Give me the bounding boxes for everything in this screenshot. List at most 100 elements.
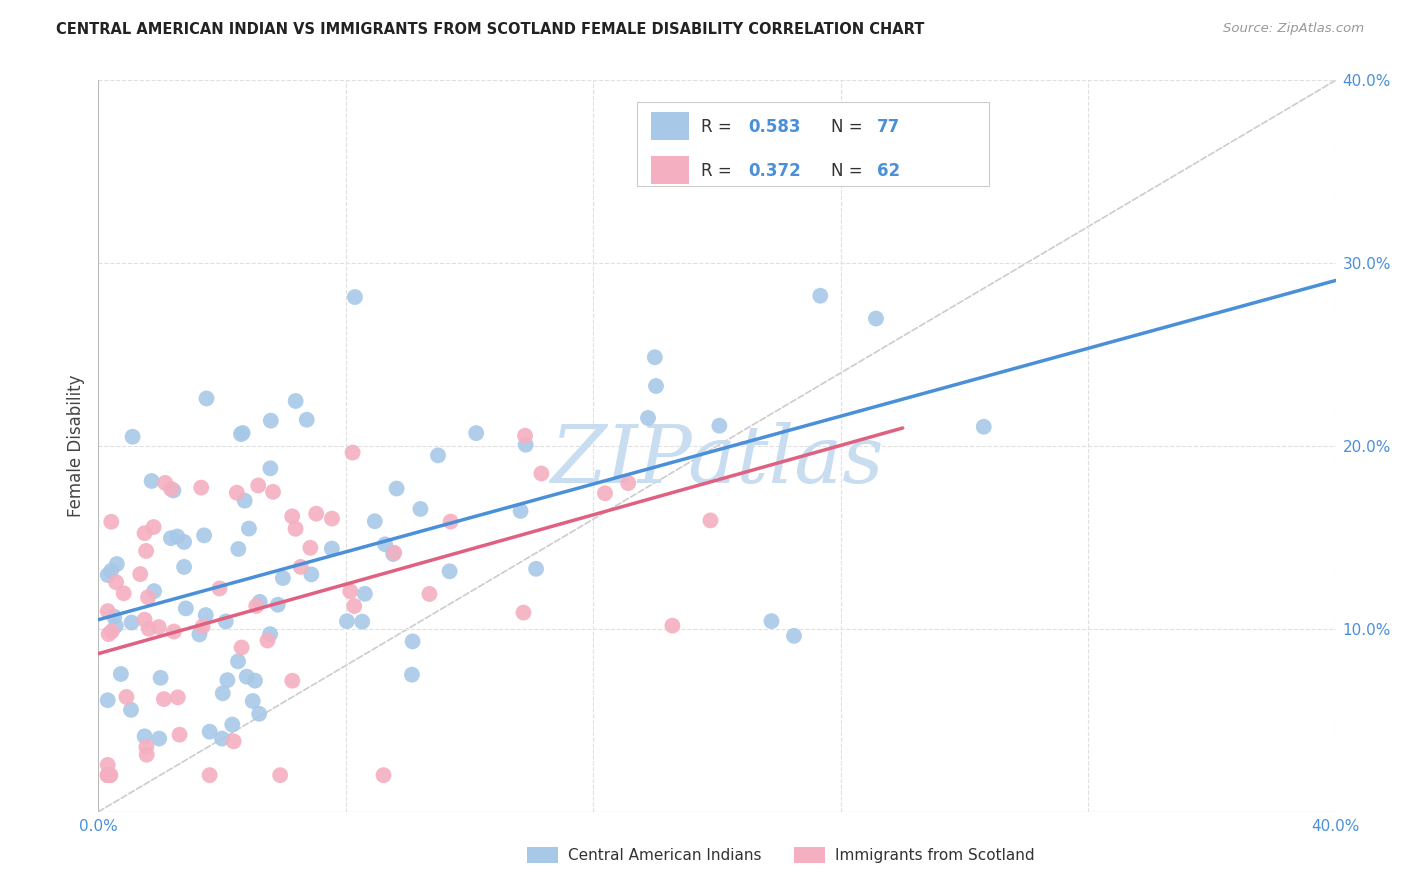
Point (352, 615, 374, 629)
Point (637, 411, 659, 425)
Point (105, 575, 128, 590)
Point (121, 430, 143, 444)
Point (524, 562, 547, 576)
Point (427, 449, 450, 463)
Point (104, 619, 127, 633)
Point (173, 560, 195, 574)
Point (465, 426, 488, 441)
Point (343, 290, 366, 304)
Text: 62: 62 (877, 162, 900, 180)
Point (198, 724, 221, 739)
Point (208, 582, 231, 596)
Point (135, 544, 157, 558)
Point (267, 598, 290, 612)
Point (97, 768, 120, 782)
Point (233, 493, 256, 508)
Point (235, 670, 257, 684)
Point (321, 541, 343, 556)
Point (513, 428, 536, 442)
Point (221, 717, 243, 731)
Point (644, 350, 666, 364)
Point (385, 482, 408, 496)
Point (374, 537, 396, 551)
Point (259, 627, 281, 641)
Point (245, 599, 267, 613)
Point (153, 692, 176, 706)
Point (299, 541, 322, 555)
Text: R =: R = (702, 162, 737, 180)
Point (281, 673, 304, 688)
Point (409, 502, 432, 516)
Point (530, 467, 553, 481)
Point (260, 414, 283, 428)
Point (112, 586, 135, 600)
Point (343, 599, 366, 613)
Text: 77: 77 (877, 119, 900, 136)
FancyBboxPatch shape (637, 103, 990, 186)
Point (364, 514, 387, 528)
Point (134, 613, 156, 627)
Point (194, 608, 217, 623)
Point (336, 614, 359, 628)
Point (284, 522, 307, 536)
Point (148, 620, 170, 634)
Text: N =: N = (831, 162, 868, 180)
Point (211, 686, 233, 700)
Point (709, 418, 731, 433)
Point (593, 486, 616, 500)
Point (193, 528, 215, 542)
Point (225, 485, 247, 500)
Point (281, 509, 304, 524)
Point (401, 667, 423, 681)
Point (100, 564, 122, 578)
Point (382, 546, 405, 560)
Point (105, 557, 128, 571)
Point (121, 615, 143, 630)
Point (509, 504, 531, 518)
Point (188, 627, 211, 641)
Point (120, 703, 142, 717)
Point (249, 595, 271, 609)
Point (259, 461, 281, 475)
Point (382, 547, 405, 561)
Point (134, 526, 156, 541)
Point (232, 425, 254, 440)
Point (217, 673, 239, 687)
Point (401, 634, 423, 648)
Point (783, 629, 806, 643)
Point (173, 535, 195, 549)
Point (166, 690, 188, 705)
Bar (651, 112, 689, 140)
Point (808, 289, 831, 303)
Point (211, 731, 233, 746)
Point (100, 768, 122, 782)
Point (305, 507, 328, 521)
Point (198, 768, 221, 782)
Point (299, 567, 322, 582)
Point (138, 622, 160, 636)
Point (262, 484, 284, 499)
Point (97, 768, 120, 782)
Point (247, 706, 270, 721)
Point (229, 427, 252, 442)
Text: 0.372: 0.372 (748, 162, 801, 180)
Point (103, 609, 125, 624)
Point (97, 568, 120, 582)
Point (142, 520, 165, 534)
Point (135, 747, 157, 762)
Point (148, 731, 170, 746)
Text: CENTRAL AMERICAN INDIAN VS IMMIGRANTS FROM SCOTLAND FEMALE DISABILITY CORRELATIO: CENTRAL AMERICAN INDIAN VS IMMIGRANTS FR… (56, 22, 925, 37)
Point (163, 624, 186, 639)
Text: Central American Indians: Central American Indians (568, 848, 762, 863)
Point (269, 768, 291, 782)
Point (973, 419, 995, 434)
Point (149, 671, 172, 685)
Point (174, 601, 197, 615)
Point (439, 564, 461, 578)
Point (153, 475, 176, 490)
Point (699, 513, 721, 527)
Point (160, 531, 183, 545)
Bar (651, 156, 689, 184)
Point (339, 584, 361, 599)
Point (512, 606, 534, 620)
